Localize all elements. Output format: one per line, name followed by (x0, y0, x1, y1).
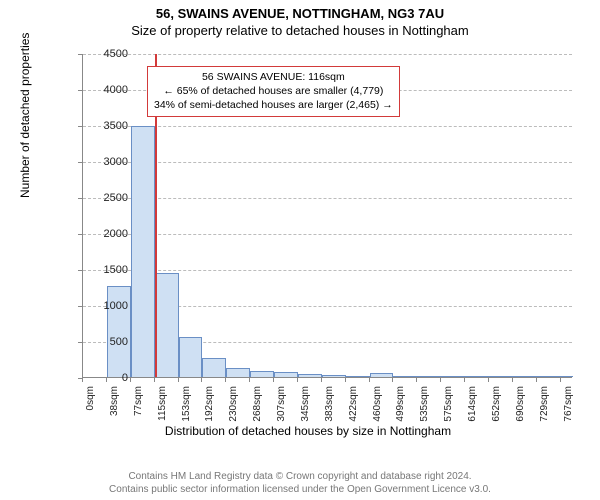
histogram-bar (393, 376, 417, 377)
page-subtitle: Size of property relative to detached ho… (0, 21, 600, 38)
x-tick-mark (321, 378, 322, 382)
histogram-bar (561, 376, 573, 377)
y-tick-mark (78, 54, 82, 55)
annotation-box: 56 SWAINS AVENUE: 116sqm← 65% of detache… (147, 66, 400, 117)
histogram-bar (441, 376, 465, 377)
page-title: 56, SWAINS AVENUE, NOTTINGHAM, NG3 7AU (0, 0, 600, 21)
footer-attribution: Contains HM Land Registry data © Crown c… (0, 470, 600, 496)
annotation-line: ← 65% of detached houses are smaller (4,… (154, 84, 393, 98)
histogram-bar (346, 376, 370, 377)
histogram-bar (370, 373, 394, 377)
x-tick-mark (249, 378, 250, 382)
x-tick-mark (488, 378, 489, 382)
histogram-bar (179, 337, 203, 377)
histogram-chart: Number of detached properties 56 SWAINS … (38, 48, 578, 428)
x-tick-mark (273, 378, 274, 382)
histogram-bar (298, 374, 322, 377)
y-tick-label: 0 (88, 372, 128, 384)
footer-line-2: Contains public sector information licen… (0, 483, 600, 496)
x-tick-mark (130, 378, 131, 382)
y-tick-label: 1500 (88, 264, 128, 276)
histogram-bar (155, 273, 179, 377)
y-tick-label: 1000 (88, 300, 128, 312)
y-tick-mark (78, 126, 82, 127)
histogram-bar (202, 358, 226, 377)
histogram-bar (250, 371, 274, 377)
x-tick-mark (464, 378, 465, 382)
histogram-bar (274, 372, 298, 377)
x-axis-label: Distribution of detached houses by size … (38, 424, 578, 438)
x-tick-mark (82, 378, 83, 382)
y-tick-mark (78, 162, 82, 163)
y-tick-label: 4500 (88, 48, 128, 60)
y-tick-label: 500 (88, 336, 128, 348)
footer-line-1: Contains HM Land Registry data © Crown c… (0, 470, 600, 483)
histogram-bar (465, 376, 489, 377)
x-tick-mark (369, 378, 370, 382)
y-tick-label: 3000 (88, 156, 128, 168)
y-tick-mark (78, 234, 82, 235)
x-tick-mark (512, 378, 513, 382)
annotation-line: 34% of semi-detached houses are larger (… (154, 98, 393, 112)
y-tick-mark (78, 198, 82, 199)
y-tick-label: 2000 (88, 228, 128, 240)
x-tick-mark (345, 378, 346, 382)
histogram-bar (131, 126, 155, 377)
histogram-bar (322, 375, 346, 377)
x-tick-mark (392, 378, 393, 382)
x-tick-mark (201, 378, 202, 382)
histogram-bar (537, 376, 561, 377)
y-tick-label: 4000 (88, 84, 128, 96)
x-tick-mark (536, 378, 537, 382)
x-tick-mark (225, 378, 226, 382)
histogram-bar (513, 376, 537, 377)
x-tick-mark (154, 378, 155, 382)
x-tick-mark (106, 378, 107, 382)
x-tick-mark (178, 378, 179, 382)
y-tick-label: 2500 (88, 192, 128, 204)
y-tick-mark (78, 306, 82, 307)
x-tick-mark (416, 378, 417, 382)
x-tick-mark (440, 378, 441, 382)
x-tick-mark (297, 378, 298, 382)
y-axis-label: Number of detached properties (18, 33, 32, 198)
y-tick-mark (78, 342, 82, 343)
histogram-bar (226, 368, 250, 377)
x-tick-mark (560, 378, 561, 382)
histogram-bar (417, 376, 441, 377)
y-tick-label: 3500 (88, 120, 128, 132)
histogram-bar (489, 376, 513, 377)
y-tick-mark (78, 270, 82, 271)
plot-area: 56 SWAINS AVENUE: 116sqm← 65% of detache… (82, 54, 572, 378)
annotation-line: 56 SWAINS AVENUE: 116sqm (154, 70, 393, 84)
y-tick-mark (78, 90, 82, 91)
